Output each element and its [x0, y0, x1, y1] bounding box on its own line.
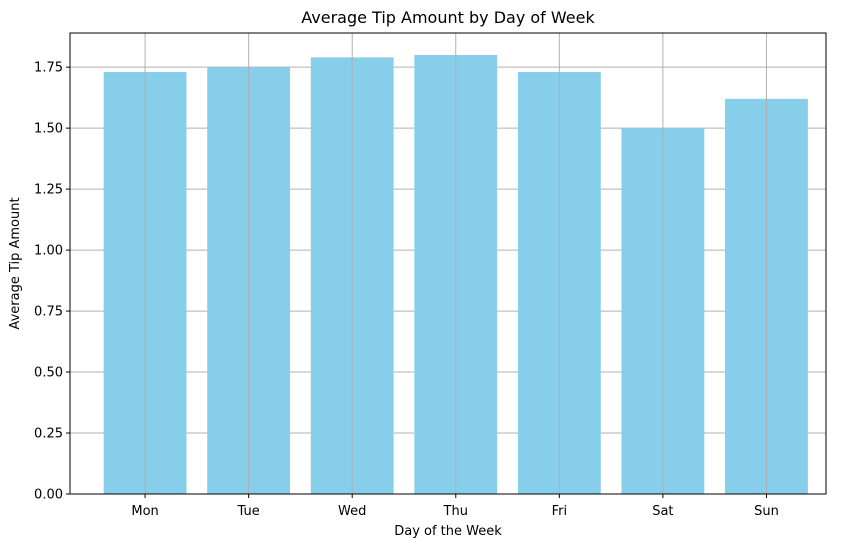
y-tick-label: 1.75	[34, 61, 63, 76]
x-tick-label: Sat	[652, 504, 673, 519]
y-tick-label: 0.25	[34, 427, 63, 442]
y-axis-label: Average Tip Amount	[8, 197, 23, 329]
plot-frame	[69, 32, 827, 495]
x-tick-label: Fri	[552, 504, 568, 519]
y-tick-label: 0.75	[34, 305, 63, 320]
x-tick-label: Tue	[237, 504, 260, 519]
y-tick-label: 0.00	[34, 488, 63, 503]
y-axis-ticks: 0.00 0.25 0.50 0.75 1.00 1.25 1.50 1.75	[34, 61, 70, 503]
y-tick-label: 0.50	[34, 366, 63, 381]
x-axis-ticks: Mon Tue Wed Thu Fri Sat Sun	[131, 494, 779, 519]
x-tick-label: Wed	[338, 504, 366, 519]
x-tick-label: Sun	[754, 504, 779, 519]
y-tick-label: 1.50	[34, 122, 63, 137]
y-tick-label: 1.00	[34, 244, 63, 259]
x-tick-label: Thu	[443, 504, 468, 519]
chart-title: Average Tip Amount by Day of Week	[301, 8, 595, 27]
x-axis-label: Day of the Week	[394, 524, 502, 539]
x-tick-label: Mon	[131, 504, 158, 519]
vertical-grid	[144, 33, 767, 494]
y-tick-label: 1.25	[34, 183, 63, 198]
